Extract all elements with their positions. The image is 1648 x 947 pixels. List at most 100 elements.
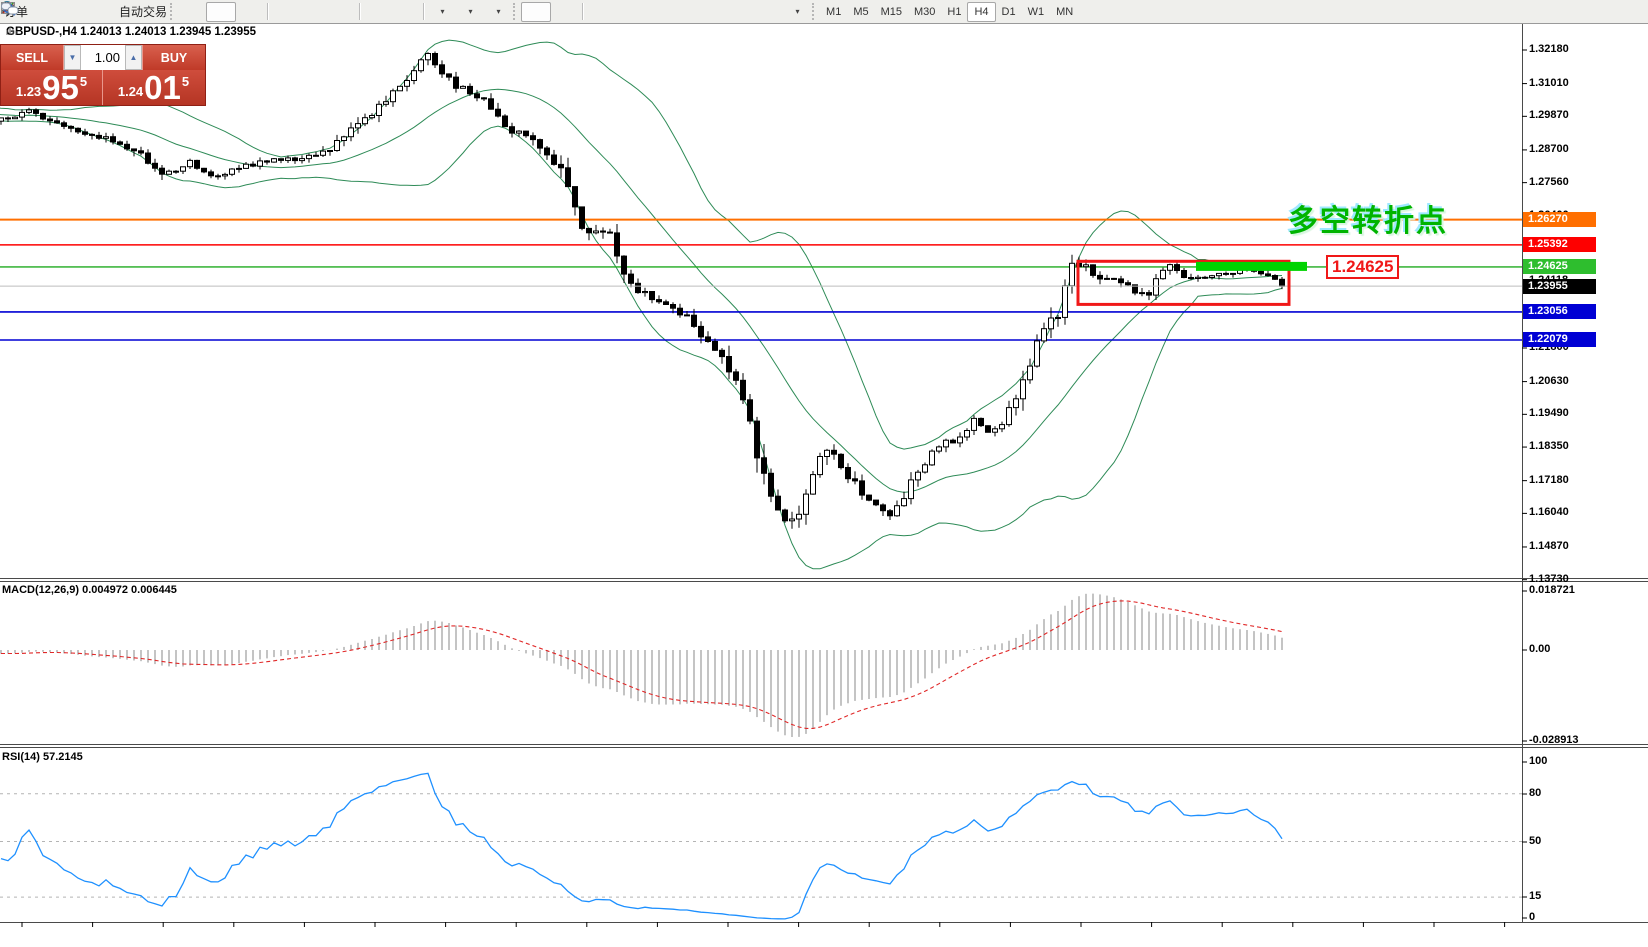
candle-body — [684, 314, 690, 317]
chart-shift-icon[interactable] — [4, 2, 392, 22]
periods-dropdown[interactable]: ▾ — [1, 1, 484, 22]
toolbar-grip — [513, 3, 518, 20]
trendline-icon[interactable] — [2, 2, 671, 22]
alerts-icon[interactable] — [2, 2, 114, 22]
crosshair-icon[interactable] — [2, 2, 579, 22]
timeframe-button-W1[interactable]: W1 — [1027, 5, 1045, 18]
candle-body — [838, 453, 844, 469]
candle-body — [68, 125, 74, 129]
toolbar-separator — [582, 3, 585, 20]
timeframe-button-M5[interactable]: M5 — [853, 5, 869, 18]
timeframe-button-M30[interactable]: M30 — [914, 5, 936, 18]
bollinger-middle — [0, 88, 1283, 493]
candle-body — [299, 158, 305, 162]
vertical-line-icon[interactable] — [7, 2, 615, 22]
auto-trading-button[interactable]: 自动交易 — [1, 1, 169, 22]
level-price-label[interactable]: 1.24625 — [1326, 255, 1400, 279]
zoom-in-icon[interactable] — [2, 1, 300, 22]
bar-chart-icon[interactable] — [2, 2, 206, 22]
timeframe-button-D1[interactable]: D1 — [1001, 5, 1016, 18]
candle-body — [712, 341, 718, 351]
price-badge-1.26270: 1.26270 — [1523, 212, 1596, 228]
new-order-icon[interactable] — [1, 2, 58, 22]
candle-body — [586, 227, 592, 234]
candle-body — [201, 167, 207, 173]
terminal-icon[interactable] — [1, 2, 86, 22]
zoom-out-icon[interactable] — [2, 1, 328, 22]
equidistant-channel-icon[interactable]: E — [1, 2, 699, 22]
text-label-icon[interactable]: T — [1, 2, 783, 22]
candle-body — [411, 70, 417, 81]
horizontal-line-icon[interactable] — [2, 2, 643, 22]
candle-body — [362, 117, 368, 125]
chart-plot-area[interactable] — [0, 23, 1648, 947]
candle-body — [1167, 264, 1173, 271]
candle-body — [453, 76, 459, 89]
horizontal-line-objects — [0, 218, 1522, 341]
candle-body — [1195, 276, 1201, 279]
cursor-icon[interactable] — [4, 1, 552, 22]
line-chart-icon[interactable] — [1, 2, 264, 22]
price-axis-label: 1.20630 — [1529, 374, 1569, 387]
candle-body — [159, 167, 165, 175]
volume-value[interactable]: 1.00 — [94, 50, 120, 65]
candle-body — [1153, 278, 1159, 296]
tile-windows-icon[interactable] — [2, 2, 356, 22]
candle-body — [775, 495, 781, 511]
buy-price[interactable]: 1.24 01 5 — [103, 70, 204, 105]
volume-increase-button[interactable]: ▲ — [125, 45, 142, 70]
candle-body — [817, 456, 823, 476]
candle-body — [0, 117, 4, 122]
turning-point-annotation[interactable]: 多空转折点 — [1288, 205, 1448, 238]
timeframe-button-MN[interactable]: MN — [1056, 5, 1074, 18]
search-icon[interactable] — [2, 2, 1614, 22]
volume-decrease-button[interactable]: ▼ — [64, 45, 81, 70]
rsi-axis-label: 50 — [1529, 835, 1542, 847]
text-icon[interactable]: A — [4, 1, 755, 22]
one-click-trading-panel: SELL ▼ 1.00 ▲ BUY 1.23 95 5 1.24 01 5 — [0, 44, 206, 106]
timeframe-button-H1[interactable]: H1 — [947, 5, 962, 18]
arrow-objects-dropdown[interactable]: ▾ — [2, 2, 811, 22]
price-axis-label: 1.17180 — [1529, 473, 1569, 486]
timeframe-button-M1[interactable]: M1 — [826, 5, 842, 18]
sell-price[interactable]: 1.23 95 5 — [1, 70, 103, 105]
macd-histogram — [0, 593, 1283, 737]
candle-body — [761, 457, 767, 474]
candle-body — [964, 430, 970, 438]
candle-body — [264, 160, 270, 163]
candle-body — [1104, 277, 1110, 280]
candle-body — [1139, 292, 1145, 295]
candle-body — [796, 513, 802, 520]
candle-body — [971, 417, 977, 431]
buy-button[interactable]: BUY — [143, 45, 205, 70]
candlestick-chart-icon[interactable] — [3, 1, 237, 22]
volume-field[interactable]: ▼ 1.00 ▲ — [64, 45, 143, 70]
red-rectangle-object[interactable] — [1076, 259, 1291, 306]
auto-scroll-icon[interactable] — [4, 2, 420, 22]
sell-price-point: 5 — [79, 74, 88, 89]
candle-body — [733, 371, 739, 381]
timeframe-button-M15[interactable]: M15 — [880, 5, 902, 18]
new-chart-dropdown[interactable]: ▾ — [1, 2, 456, 22]
rsi-axis-label: 15 — [1529, 890, 1542, 902]
chat-icon[interactable] — [1, 2, 1642, 22]
price-axis-label: 1.28700 — [1529, 142, 1569, 155]
candle-body — [502, 115, 508, 128]
fibonacci-icon[interactable]: F — [1, 2, 727, 22]
sell-button[interactable]: SELL — [1, 45, 64, 70]
candle-body — [418, 59, 424, 72]
green-level-bar-object[interactable] — [1196, 261, 1307, 271]
timeframe-button-H4[interactable]: H4 — [967, 1, 996, 22]
candle-body — [677, 307, 683, 316]
candle-body — [355, 123, 361, 129]
candle-body — [880, 504, 886, 512]
candle-body — [992, 428, 998, 433]
candle-body — [467, 85, 473, 95]
candle-body — [33, 109, 39, 114]
candle-body — [1209, 275, 1215, 279]
candle-body — [425, 53, 431, 61]
indicator-templates-icon[interactable]: ▾ — [1, 2, 512, 22]
macd-indicator-label: MACD(12,26,9) 0.004972 0.006445 — [2, 584, 177, 596]
candle-body — [600, 230, 606, 233]
